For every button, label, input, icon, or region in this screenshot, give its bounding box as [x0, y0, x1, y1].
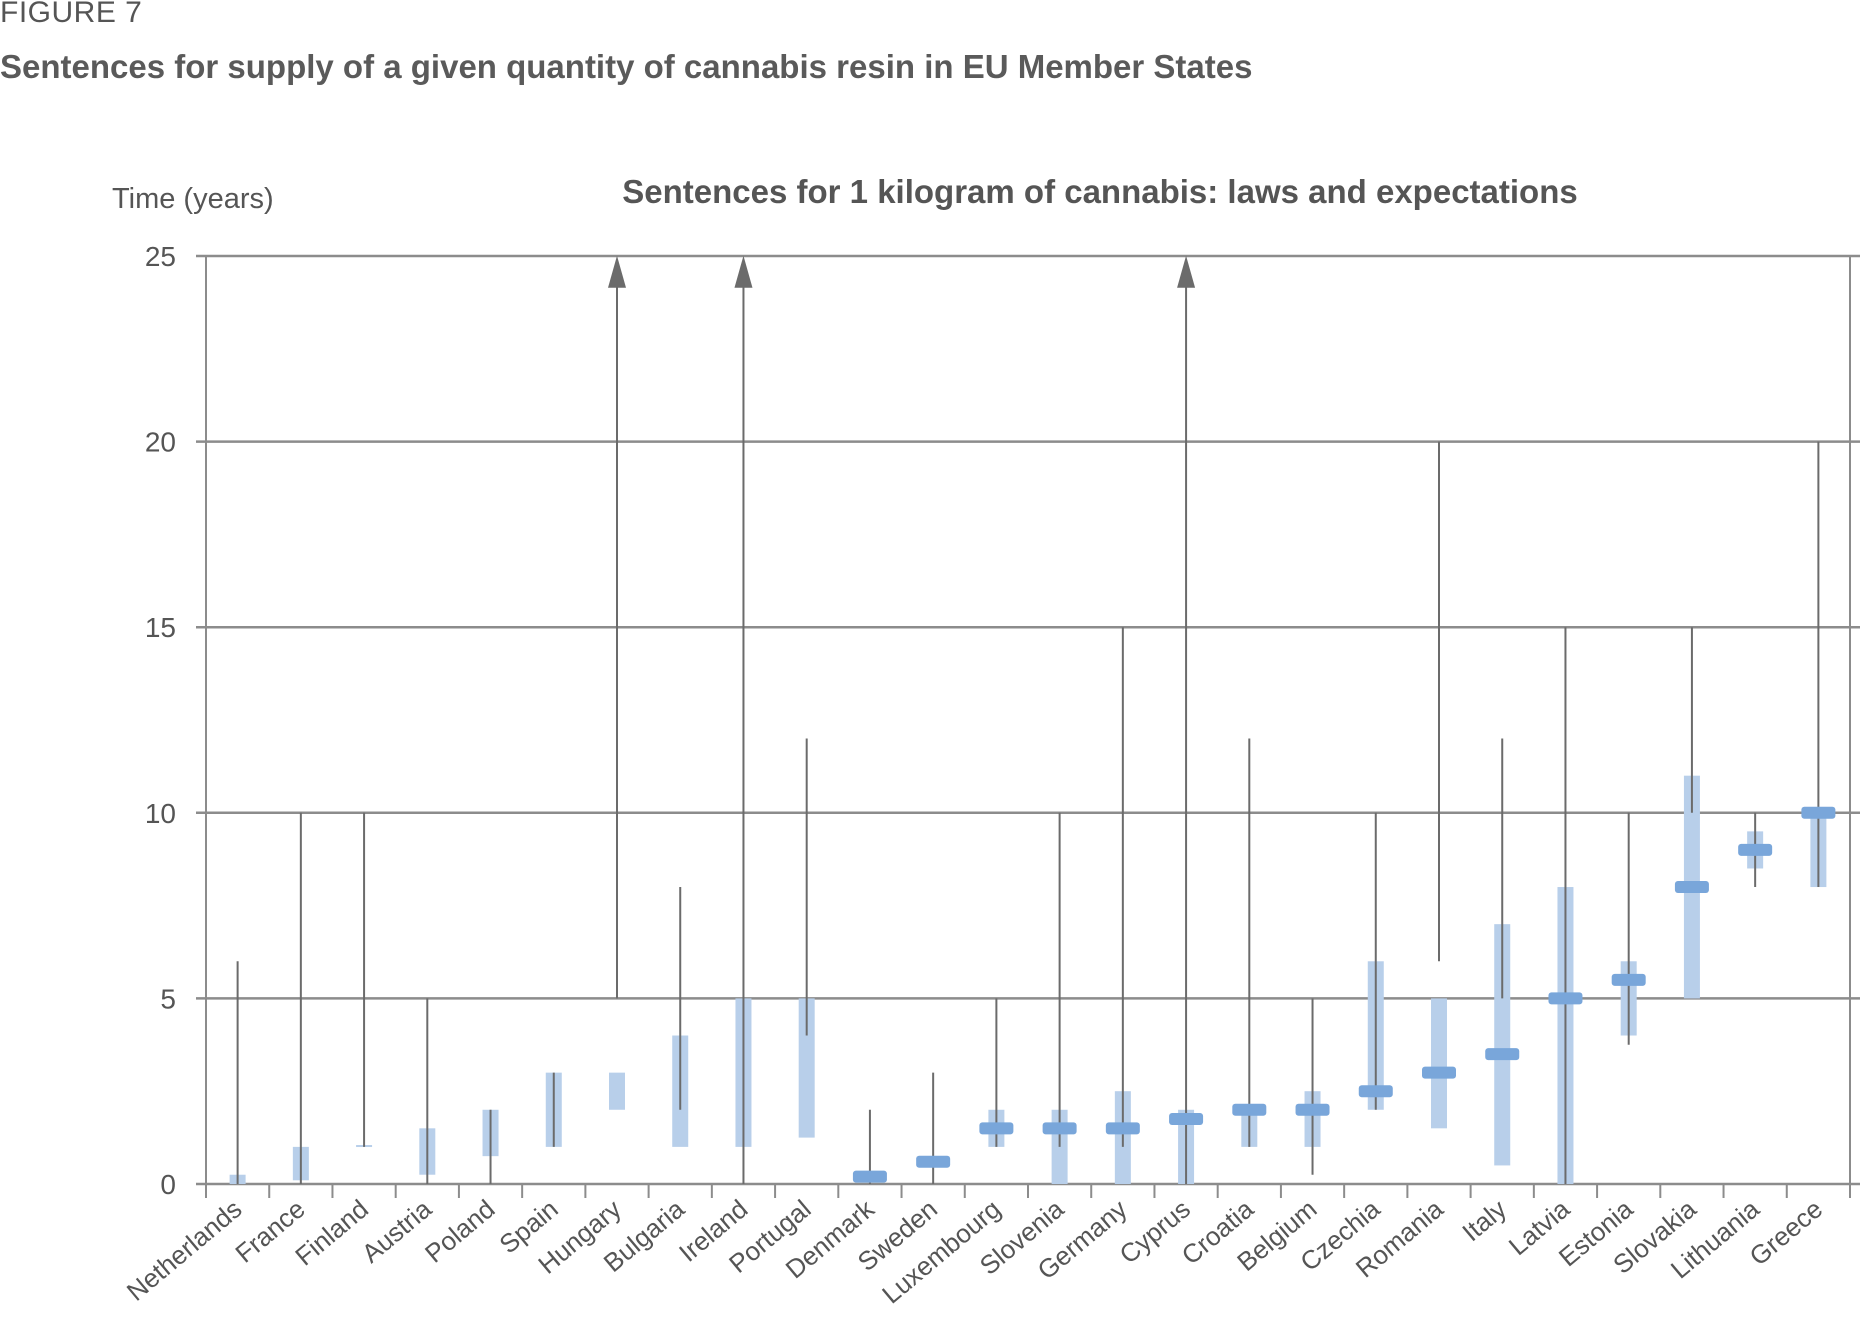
- data-marks: [229, 255, 1836, 1184]
- x-tick-label: Greece: [1744, 1194, 1829, 1272]
- expected-sentence-marker: [852, 1170, 887, 1183]
- expected-sentence-marker: [1358, 1085, 1393, 1098]
- expected-sentence-marker: [979, 1122, 1014, 1135]
- expected-sentence-marker: [1422, 1066, 1456, 1079]
- expected-sentence-marker: [1169, 1113, 1204, 1126]
- expected-sentence-marker: [1042, 1122, 1077, 1135]
- x-tick-labels: NetherlandsFranceFinlandAustriaPolandSpa…: [121, 1193, 1828, 1310]
- expected-range-bar: [1431, 998, 1447, 1129]
- y-tick-label: 15: [145, 612, 176, 643]
- expected-sentence-marker: [1105, 1122, 1140, 1135]
- figure-label: FIGURE 7: [0, 0, 143, 29]
- arrow-icon: [1177, 255, 1196, 288]
- gridlines: 0 5 10 15 20 25: [145, 241, 1860, 1200]
- expected-sentence-marker: [1548, 992, 1583, 1005]
- y-tick-label: 5: [160, 983, 176, 1014]
- arrow-icon: [734, 255, 753, 288]
- arrow-icon: [608, 255, 626, 288]
- x-tick-label: Finland: [289, 1194, 374, 1272]
- y-tick-label: 20: [145, 427, 176, 458]
- x-tick-label: Austria: [356, 1193, 438, 1268]
- expected-sentence-marker: [1232, 1103, 1267, 1116]
- expected-sentence-marker: [1801, 806, 1836, 819]
- x-tick-label: Netherlands: [121, 1194, 248, 1307]
- y-tick-label: 25: [145, 241, 176, 272]
- y-axis-label: Time (years): [112, 183, 274, 215]
- expected-sentence-marker: [1738, 843, 1773, 856]
- expected-range-bar: [609, 1072, 625, 1110]
- figure-title: Sentences for supply of a given quantity…: [0, 48, 1253, 85]
- expected-sentence-marker: [1295, 1103, 1330, 1116]
- expected-range-bar: [798, 998, 815, 1138]
- x-tick-label: Poland: [419, 1194, 500, 1269]
- expected-range-bar: [1494, 924, 1511, 1166]
- y-tick-label: 10: [145, 798, 176, 829]
- y-tick-label: 0: [160, 1169, 176, 1200]
- expected-sentence-marker: [1485, 1048, 1520, 1061]
- expected-sentence-marker: [1674, 881, 1709, 894]
- expected-sentence-marker: [1611, 973, 1646, 986]
- expected-sentence-marker: [916, 1155, 951, 1168]
- chart-title: Sentences for 1 kilogram of cannabis: la…: [622, 173, 1577, 210]
